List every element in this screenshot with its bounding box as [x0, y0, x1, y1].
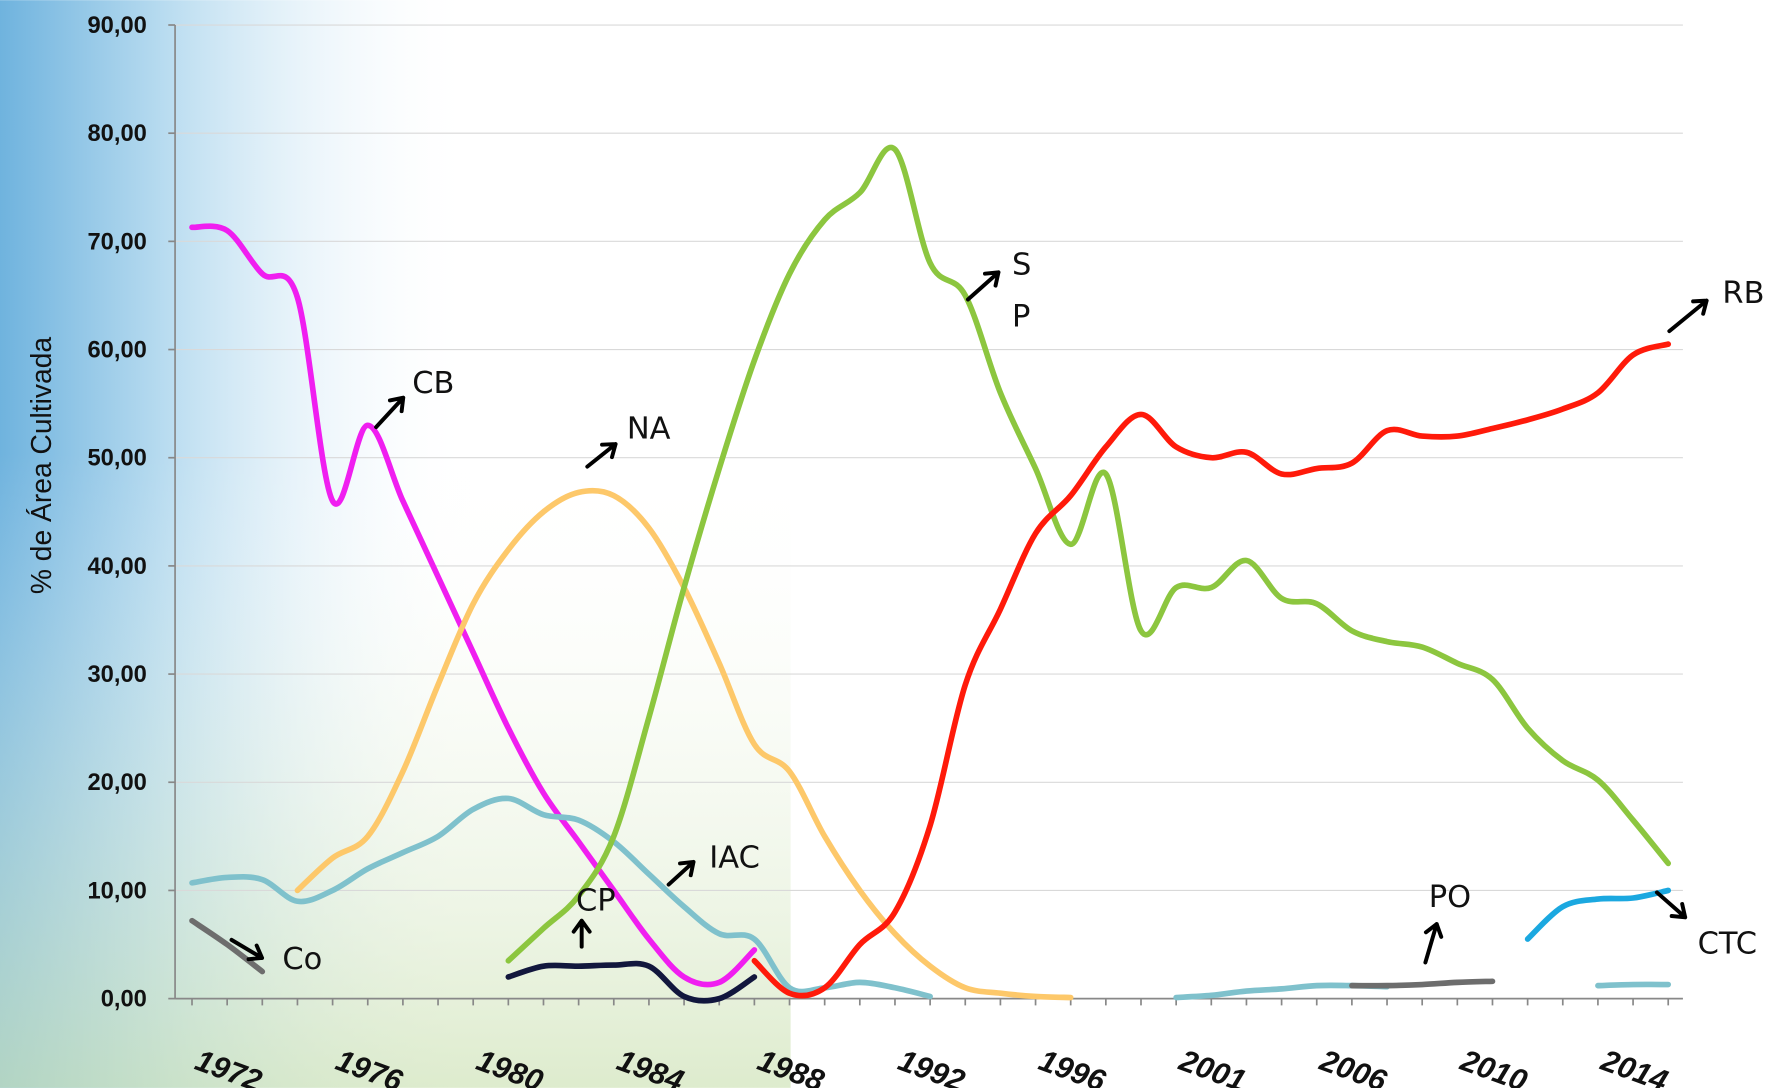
- x-tick-label: 2001: [1174, 1043, 1250, 1088]
- y-tick-label: 40,00: [88, 554, 147, 580]
- annotation-arrow: [374, 395, 406, 430]
- series-label: CB: [412, 366, 454, 401]
- series-line: [189, 223, 758, 988]
- annotation-arrow: [1667, 298, 1709, 334]
- x-tick-label: 2014: [1596, 1043, 1672, 1088]
- y-tick-label: 80,00: [88, 121, 147, 147]
- series-label: RB: [1722, 276, 1764, 311]
- series-line: [1524, 887, 1672, 942]
- background: [0, 451, 791, 1088]
- y-tick-label: 70,00: [88, 229, 147, 255]
- series-line: [189, 917, 266, 975]
- y-axis-label: % de Área Cultivada: [25, 337, 57, 595]
- annotation-arrow: [1423, 922, 1444, 965]
- x-tick-label: 1996: [1034, 1043, 1110, 1088]
- y-tick-label: 30,00: [88, 662, 147, 688]
- x-tick-label: 2010: [1455, 1043, 1531, 1088]
- annotation-arrow: [965, 270, 1001, 302]
- y-tick-label: 20,00: [88, 770, 147, 796]
- annotation-arrow: [229, 937, 265, 962]
- grid: [168, 24, 1683, 1006]
- annotation-arrow: [585, 442, 618, 469]
- annotation-arrow: [666, 859, 696, 887]
- series-label: IAC: [709, 841, 760, 876]
- y-tick-label: 10,00: [88, 878, 147, 904]
- x-tick-label: 1992: [894, 1043, 969, 1088]
- annotation-arrow: [1654, 890, 1688, 920]
- series-label: CP: [576, 884, 616, 919]
- series-line: [505, 960, 758, 1004]
- x-tick-label: 2006: [1315, 1043, 1392, 1088]
- lines: [189, 144, 1672, 1004]
- annotation-arrow: [571, 918, 592, 949]
- y-tick-label: 90,00: [88, 13, 147, 39]
- y-tick-label: 0,00: [101, 987, 147, 1013]
- series-line: [1349, 978, 1496, 989]
- series-label: Co: [282, 942, 322, 977]
- series-label: CTC: [1698, 926, 1757, 961]
- series-line: [751, 341, 1672, 999]
- series-label: NA: [627, 411, 671, 446]
- y-tick-label: 60,00: [88, 337, 147, 363]
- y-tick-label: 50,00: [88, 446, 147, 472]
- series-label: PO: [1429, 880, 1471, 915]
